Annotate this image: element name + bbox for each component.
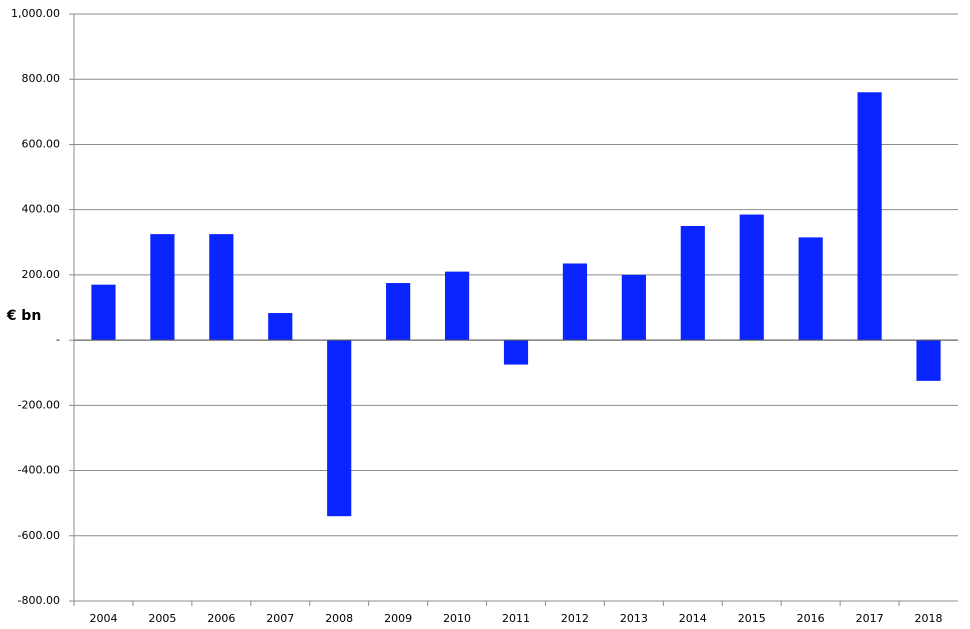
bar: [268, 313, 293, 341]
bar: [562, 263, 588, 341]
y-tick-label: -400.00: [18, 464, 60, 477]
x-tick-label: 2007: [266, 612, 294, 625]
y-tick-label: 1,000.00: [11, 7, 60, 20]
bar: [916, 340, 941, 381]
x-tick-label: 2017: [856, 612, 884, 625]
x-tick-label: 2013: [620, 612, 648, 625]
bar: [150, 234, 175, 341]
x-tick-label: 2010: [443, 612, 471, 625]
x-tick-label: 2014: [679, 612, 707, 625]
x-tick-label: 2008: [325, 612, 353, 625]
bar: [327, 340, 352, 517]
bar: [621, 274, 646, 341]
bar: [503, 340, 529, 365]
bar: [857, 92, 882, 341]
y-tick-label: -800.00: [18, 594, 60, 607]
x-tick-label: 2006: [207, 612, 235, 625]
x-tick-label: 2009: [384, 612, 412, 625]
x-tick-label: 2011: [502, 612, 530, 625]
x-tick-label: 2012: [561, 612, 589, 625]
y-tick-label: -600.00: [18, 529, 60, 542]
y-tick-label: 600.00: [22, 137, 61, 150]
bar: [386, 283, 411, 341]
bar: [91, 284, 116, 341]
x-tick-label: 2015: [738, 612, 766, 625]
y-axis-label: € bn: [6, 308, 42, 324]
y-tick-label: 400.00: [22, 203, 61, 216]
y-tick-label: 200.00: [22, 268, 61, 281]
bar: [739, 214, 764, 341]
bar: [680, 225, 705, 341]
y-tick-label: 800.00: [22, 72, 61, 85]
bar: [209, 234, 234, 341]
bar: [798, 237, 823, 341]
x-tick-label: 2016: [797, 612, 825, 625]
x-tick-label: 2018: [915, 612, 943, 625]
x-tick-label: 2005: [148, 612, 176, 625]
x-tick-label: 2004: [89, 612, 117, 625]
bar: [444, 271, 470, 341]
y-tick-label: -: [56, 333, 60, 346]
y-tick-label: -200.00: [18, 398, 60, 411]
